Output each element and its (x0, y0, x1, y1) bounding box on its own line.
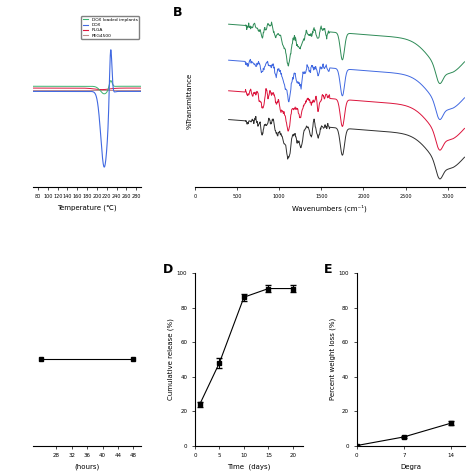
Legend: DOX loaded implants, DOX, PLGA, PEG4500: DOX loaded implants, DOX, PLGA, PEG4500 (82, 17, 139, 39)
X-axis label: Temperature (℃): Temperature (℃) (57, 205, 117, 211)
Text: B: B (173, 6, 183, 18)
X-axis label: Wavenumbers (cm⁻¹): Wavenumbers (cm⁻¹) (292, 205, 367, 212)
X-axis label: Degra: Degra (400, 464, 421, 470)
Y-axis label: %Transmittance: %Transmittance (186, 73, 192, 128)
X-axis label: Time  (days): Time (days) (227, 464, 271, 470)
Y-axis label: Cumulative release (%): Cumulative release (%) (167, 319, 174, 400)
X-axis label: (hours): (hours) (74, 464, 100, 470)
Y-axis label: Percent weight loss (%): Percent weight loss (%) (329, 318, 336, 401)
Text: D: D (163, 263, 173, 276)
Text: E: E (324, 263, 333, 276)
